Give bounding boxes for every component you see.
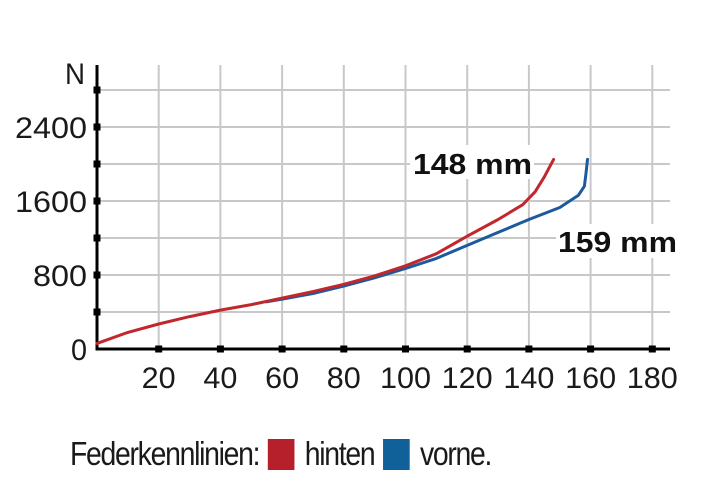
legend-swatch-front <box>382 438 410 470</box>
data-series <box>95 157 589 345</box>
axes <box>93 65 670 353</box>
legend-label-rear: hinten <box>304 435 376 472</box>
x-tick-label: 140 <box>503 362 554 395</box>
x-tick-mark <box>525 345 533 353</box>
y-tick-mark <box>93 160 101 168</box>
x-tick-mark <box>587 345 595 353</box>
y-tick-mark <box>93 197 101 205</box>
x-tick-label: 100 <box>380 362 431 395</box>
x-tick-label: 20 <box>142 362 176 395</box>
x-tick-mark <box>402 345 409 353</box>
grid-lines <box>97 65 670 349</box>
x-tick-mark <box>340 345 348 353</box>
x-tick-label: 180 <box>627 362 678 395</box>
legend-swatch-rear <box>267 438 295 470</box>
legend-title: Federkennlinien: <box>70 435 260 472</box>
y-tick-mark <box>93 86 101 94</box>
x-tick-mark <box>648 345 656 353</box>
x-tick-mark <box>155 345 163 353</box>
y-tick-mark <box>93 271 101 279</box>
y-tick-mark <box>93 234 101 242</box>
y-tick-label: 2400 <box>15 112 87 145</box>
spring-rate-chart: N 2400 1600 800 0 20 40 60 80 100 120 140 160 180 14… <box>15 58 680 395</box>
x-tick-mark <box>216 345 224 353</box>
x-tick-label: 40 <box>203 362 237 395</box>
y-tick-label: 0 <box>71 334 87 367</box>
x-tick-mark <box>278 345 286 353</box>
y-tick-mark <box>93 308 101 316</box>
series-annotations: 148 mm 159 mm <box>410 145 680 259</box>
tick-labels: N 2400 1600 800 0 20 40 60 80 100 120 140 160 180 <box>15 58 678 395</box>
chart-legend: Federkennlinien: hinten vorne. <box>70 434 492 474</box>
legend-label-front: vorne. <box>419 435 492 472</box>
y-tick-mark <box>93 123 101 131</box>
y-tick-label: 800 <box>33 260 87 293</box>
y-axis-unit-label: N <box>65 58 85 91</box>
x-tick-label: 60 <box>265 362 299 395</box>
x-tick-label: 160 <box>565 362 616 395</box>
front-travel-annotation: 159 mm <box>558 227 677 259</box>
series-hinten <box>95 157 556 345</box>
y-tick-label: 1600 <box>15 186 87 219</box>
x-tick-label: 120 <box>442 362 493 395</box>
x-tick-mark <box>463 345 471 353</box>
x-tick-label: 80 <box>327 362 361 395</box>
series-vorne <box>265 157 589 304</box>
rear-travel-annotation: 148 mm <box>413 149 532 181</box>
